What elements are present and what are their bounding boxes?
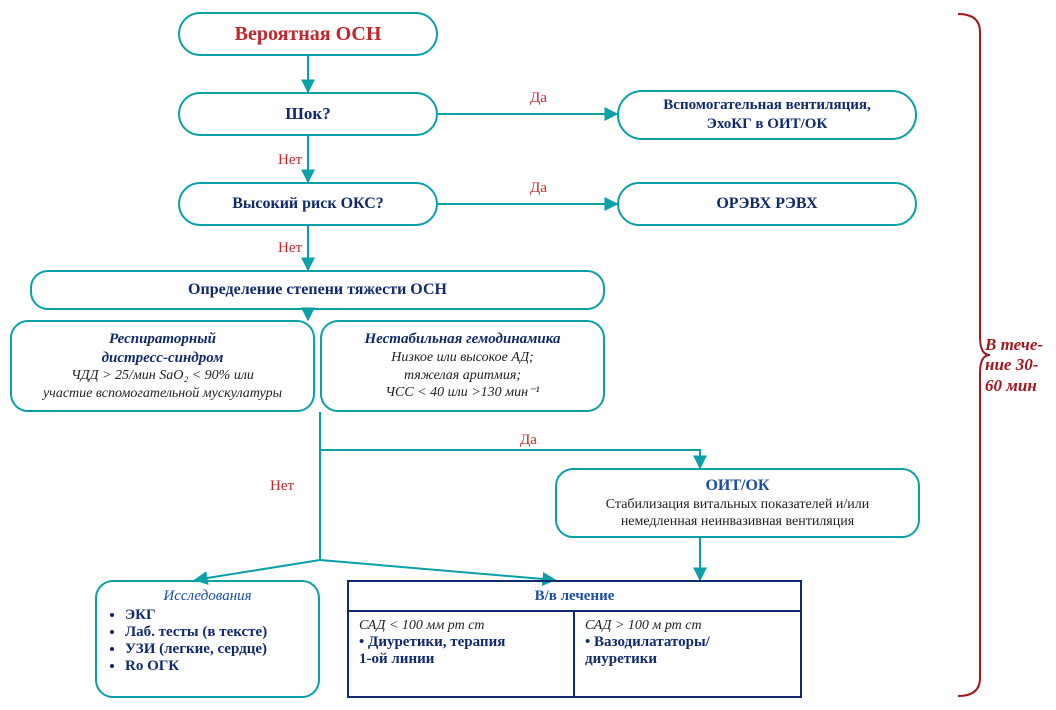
treatment-right-line2: диуретики [585,651,790,668]
node-orevx-line-0: ОРЭВХ РЭВХ [708,194,825,214]
investigations-item-2: УЗИ (легкие, сердце) [125,641,306,658]
treatment-left-line2: 1-ой линии [359,651,563,668]
investigations-item-1: Лаб. тесты (в тексте) [125,624,306,641]
node-resp-line-1: дистресс-синдром [94,349,232,368]
investigations-list: ЭКГЛаб. тесты (в тексте)УЗИ (легкие, сер… [109,607,306,675]
edge-split-to-treat [320,560,555,580]
node-resp-line-3: участие вспомогательной мускулатуры [35,385,290,403]
node-shock: Шок? [178,92,438,136]
node-oks-line-0: Высокий риск ОКС? [224,194,392,214]
edge-label-oks_yes: Да [530,180,547,197]
node-hemo: Нестабильная гемодинамикаНизкое или высо… [320,320,605,412]
treatment-right-line1: • Вазодилататоры/ [585,634,790,651]
node-resp-line-2: ЧДД > 25/мин SaO₂ < 90% или [63,367,262,385]
time-window-line1: В тече- [985,335,1043,355]
treatment-table: В/в лечение САД < 100 мм рт ст • Диурети… [347,580,802,698]
treatment-left-line1: • Диуретики, терапия [359,634,563,651]
node-severity-line-0: Определение степени тяжести ОСН [180,280,455,300]
treatment-header: В/в лечение [349,582,800,612]
edge-label-oks_no: Нет [278,240,302,257]
node-shock-line-0: Шок? [277,103,338,124]
time-window-label: В тече- ние 30- 60 мин [985,335,1043,396]
node-resp-line-0: Респираторный [101,330,224,349]
edge-label-shock_yes: Да [530,90,547,107]
node-start-line-0: Вероятная ОСН [227,22,390,47]
time-window-line2: ние 30- [985,355,1043,375]
treatment-row: САД < 100 мм рт ст • Диуретики, терапия … [349,612,800,698]
edge-label-sev_no: Нет [270,478,294,495]
node-start: Вероятная ОСН [178,12,438,56]
node-hemo-line-3: ЧСС < 40 или >130 мин⁻¹ [377,384,547,402]
flowchart-canvas: В тече- ние 30- 60 мин Исследования ЭКГЛ… [0,0,1056,710]
time-window-line3: 60 мин [985,376,1043,396]
node-orevx: ОРЭВХ РЭВХ [617,182,917,226]
node-oit-line-0: ОИТ/ОК [697,476,777,496]
node-hemo-line-1: Низкое или высокое АД; [383,349,541,367]
treatment-cell-right: САД > 100 м рт ст • Вазодилататоры/ диур… [575,612,800,698]
node-oit-line-1: Стабилизация витальных показателей и/или [598,496,877,514]
treatment-right-cond: САД > 100 м рт ст [585,618,790,634]
investigations-header: Исследования [109,588,306,605]
edge-label-shock_no: Нет [278,152,302,169]
node-oks: Высокий риск ОКС? [178,182,438,226]
node-severity: Определение степени тяжести ОСН [30,270,605,310]
edge-split-to-inv [195,560,320,580]
node-vent-line-0: Вспомогательная вентиляция, [655,96,878,115]
node-oit-line-2: немедленная неинвазивная вентиляция [613,513,862,531]
investigations-item-3: Ro ОГК [125,658,306,675]
node-resp: Респираторныйдистресс-синдромЧДД > 25/ми… [10,320,315,412]
investigations-box: Исследования ЭКГЛаб. тесты (в тексте)УЗИ… [95,580,320,698]
node-vent: Вспомогательная вентиляция,ЭхоКГ в ОИТ/О… [617,90,917,140]
node-vent-line-1: ЭхоКГ в ОИТ/ОК [699,115,836,134]
investigations-item-0: ЭКГ [125,607,306,624]
node-hemo-line-2: тяжелая аритмия; [396,367,529,385]
treatment-cell-left: САД < 100 мм рт ст • Диуретики, терапия … [349,612,575,698]
treatment-left-cond: САД < 100 мм рт ст [359,618,563,634]
node-hemo-line-0: Нестабильная гемодинамика [357,330,569,349]
edge-label-sev_yes: Да [520,432,537,449]
node-oit: ОИТ/ОКСтабилизация витальных показателей… [555,468,920,538]
edge-hemo-to-yes [320,412,700,468]
